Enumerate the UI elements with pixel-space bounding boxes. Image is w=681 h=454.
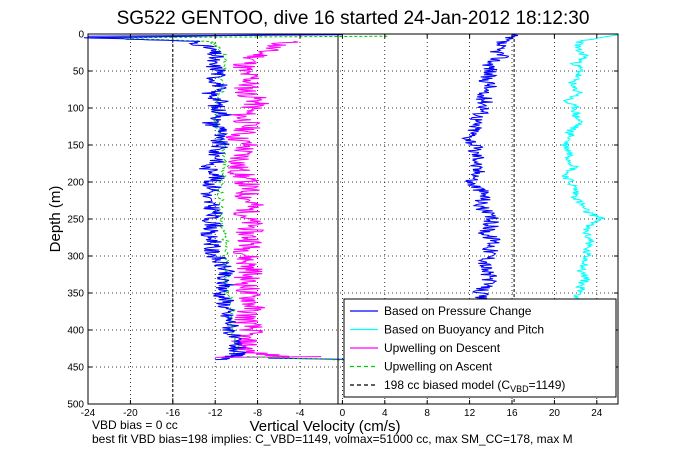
x-tick-label: 8 [424, 408, 430, 419]
y-tick-label: 100 [67, 104, 84, 115]
x-tick-label: 16 [506, 408, 518, 419]
y-tick-label: 450 [67, 363, 84, 374]
x-tick-label: -8 [253, 408, 262, 419]
x-tick-label: -4 [296, 408, 305, 419]
legend: Based on Pressure Change Based on Buoyanc… [343, 298, 617, 398]
legend-entry-label: Based on Pressure Change [384, 304, 532, 318]
series-pressure-change-descent-line [83, 33, 342, 361]
y-tick-label: 150 [67, 141, 84, 152]
tick-labels: -24 -20 -16 -12 -8 -4 0 4 8 12 16 20 24 0 50 100 150 200 2… [67, 30, 602, 420]
y-tick-label: 300 [67, 252, 84, 263]
legend-entry-label: 198 cc biased model (CVBD=1149) [384, 378, 565, 394]
x-axis-label: Vertical Velocity (cm/s) [250, 418, 401, 435]
y-tick-label: 0 [78, 30, 84, 41]
x-tick-label: -12 [208, 408, 223, 419]
y-axis-label: Depth (m) [47, 186, 64, 253]
x-tick-label: 20 [549, 408, 561, 419]
x-tick-label: -16 [166, 408, 181, 419]
annotation-best-fit: best fit VBD bias=198 implies: C_VBD=114… [92, 432, 573, 446]
legend-entry-label: Upwelling on Descent [384, 341, 501, 355]
y-tick-label: 50 [73, 67, 85, 78]
x-tick-label: -24 [81, 408, 96, 419]
legend-entry-label: Based on Buoyancy and Pitch [384, 323, 544, 337]
annotation-vbd-bias: VBD bias = 0 cc [92, 418, 178, 432]
x-tick-label: 0 [340, 408, 346, 419]
y-tick-label: 200 [67, 178, 84, 189]
x-tick-label: 4 [382, 408, 388, 419]
y-tick-label: 250 [67, 215, 84, 226]
x-tick-label: 24 [591, 408, 603, 419]
series-buoyancy-pitch-line [560, 33, 619, 301]
y-tick-label: 400 [67, 326, 84, 337]
tick-marks [87, 33, 618, 405]
x-tick-label: 12 [464, 408, 476, 419]
y-tick-label: 350 [67, 289, 84, 300]
series-bottom-turn-green [246, 356, 354, 361]
legend-entry-label: Upwelling on Ascent [384, 360, 493, 374]
y-tick-label: 500 [67, 400, 84, 411]
chart-title: SG522 GENTOO, dive 16 started 24-Jan-201… [117, 8, 590, 29]
x-tick-label: -20 [123, 408, 138, 419]
legend-box [343, 298, 617, 398]
series-upwelling-descent-line [225, 40, 299, 358]
series-pressure-change-ascent-line [461, 33, 519, 301]
